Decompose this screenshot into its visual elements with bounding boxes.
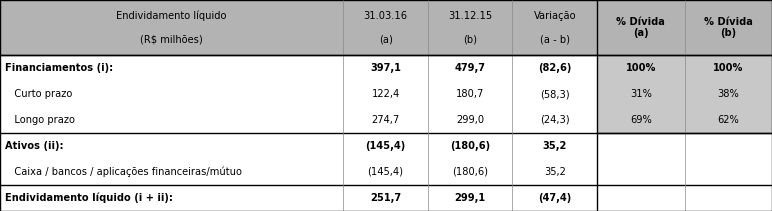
Bar [513,107,597,133]
Text: Caixa / bancos / aplicações financeiras/mútuo: Caixa / bancos / aplicações financeiras/… [5,167,242,177]
Text: Curto prazo: Curto prazo [5,89,73,99]
Bar [597,107,685,133]
Text: 479,7: 479,7 [455,63,486,73]
Bar [513,133,597,159]
Bar [0,159,344,185]
Text: (180,6): (180,6) [450,141,490,151]
Bar [597,133,685,159]
Text: (24,3): (24,3) [540,115,570,125]
Text: 100%: 100% [713,63,743,73]
Bar [597,185,685,211]
Text: (145,4): (145,4) [365,141,406,151]
Text: % Dívida
(a): % Dívida (a) [616,17,665,38]
Text: Endividamento líquido

(R$ milhões): Endividamento líquido (R$ milhões) [117,11,227,44]
Text: (145,4): (145,4) [367,167,404,177]
Text: 299,1: 299,1 [455,193,486,203]
Bar [344,55,428,81]
Text: 122,4: 122,4 [371,89,400,99]
Text: Financiamentos (i):: Financiamentos (i): [5,63,113,73]
Text: Ativos (ii):: Ativos (ii): [5,141,64,151]
Bar [685,0,772,55]
Bar [597,0,685,55]
Bar [513,0,597,55]
Text: 35,2: 35,2 [543,167,566,177]
Text: (180,6): (180,6) [452,167,488,177]
Text: Longo prazo: Longo prazo [5,115,76,125]
Text: Variação

(a - b): Variação (a - b) [533,11,576,44]
Text: 69%: 69% [630,115,652,125]
Text: 31%: 31% [630,89,652,99]
Text: (82,6): (82,6) [538,63,571,73]
Bar [513,185,597,211]
Bar [597,55,685,81]
Bar [0,81,344,107]
Bar [685,159,772,185]
Bar [428,133,513,159]
Bar [597,81,685,107]
Text: 397,1: 397,1 [370,63,401,73]
Bar [344,159,428,185]
Bar [428,55,513,81]
Text: (58,3): (58,3) [540,89,570,99]
Bar [344,133,428,159]
Bar [344,185,428,211]
Bar [597,159,685,185]
Text: 31.12.15

(b): 31.12.15 (b) [448,11,493,44]
Bar [344,81,428,107]
Bar [685,55,772,81]
Text: 180,7: 180,7 [456,89,484,99]
Text: 31.03.16

(a): 31.03.16 (a) [364,11,408,44]
Bar [0,107,344,133]
Bar [513,81,597,107]
Bar [428,159,513,185]
Text: 62%: 62% [717,115,739,125]
Text: (47,4): (47,4) [538,193,571,203]
Bar [0,185,344,211]
Bar [0,55,344,81]
Bar [428,0,513,55]
Bar [344,107,428,133]
Bar [428,81,513,107]
Bar [685,81,772,107]
Bar [685,133,772,159]
Text: 251,7: 251,7 [370,193,401,203]
Bar [344,0,428,55]
Bar [685,185,772,211]
Text: 38%: 38% [717,89,739,99]
Bar [0,133,344,159]
Text: 299,0: 299,0 [456,115,484,125]
Bar [0,0,344,55]
Bar [428,107,513,133]
Text: Endividamento líquido (i + ii):: Endividamento líquido (i + ii): [5,193,173,203]
Text: % Dívida
(b): % Dívida (b) [704,17,753,38]
Bar [428,185,513,211]
Bar [513,159,597,185]
Bar [513,55,597,81]
Text: 274,7: 274,7 [371,115,400,125]
Text: 35,2: 35,2 [543,141,567,151]
Text: 100%: 100% [625,63,656,73]
Bar [685,107,772,133]
